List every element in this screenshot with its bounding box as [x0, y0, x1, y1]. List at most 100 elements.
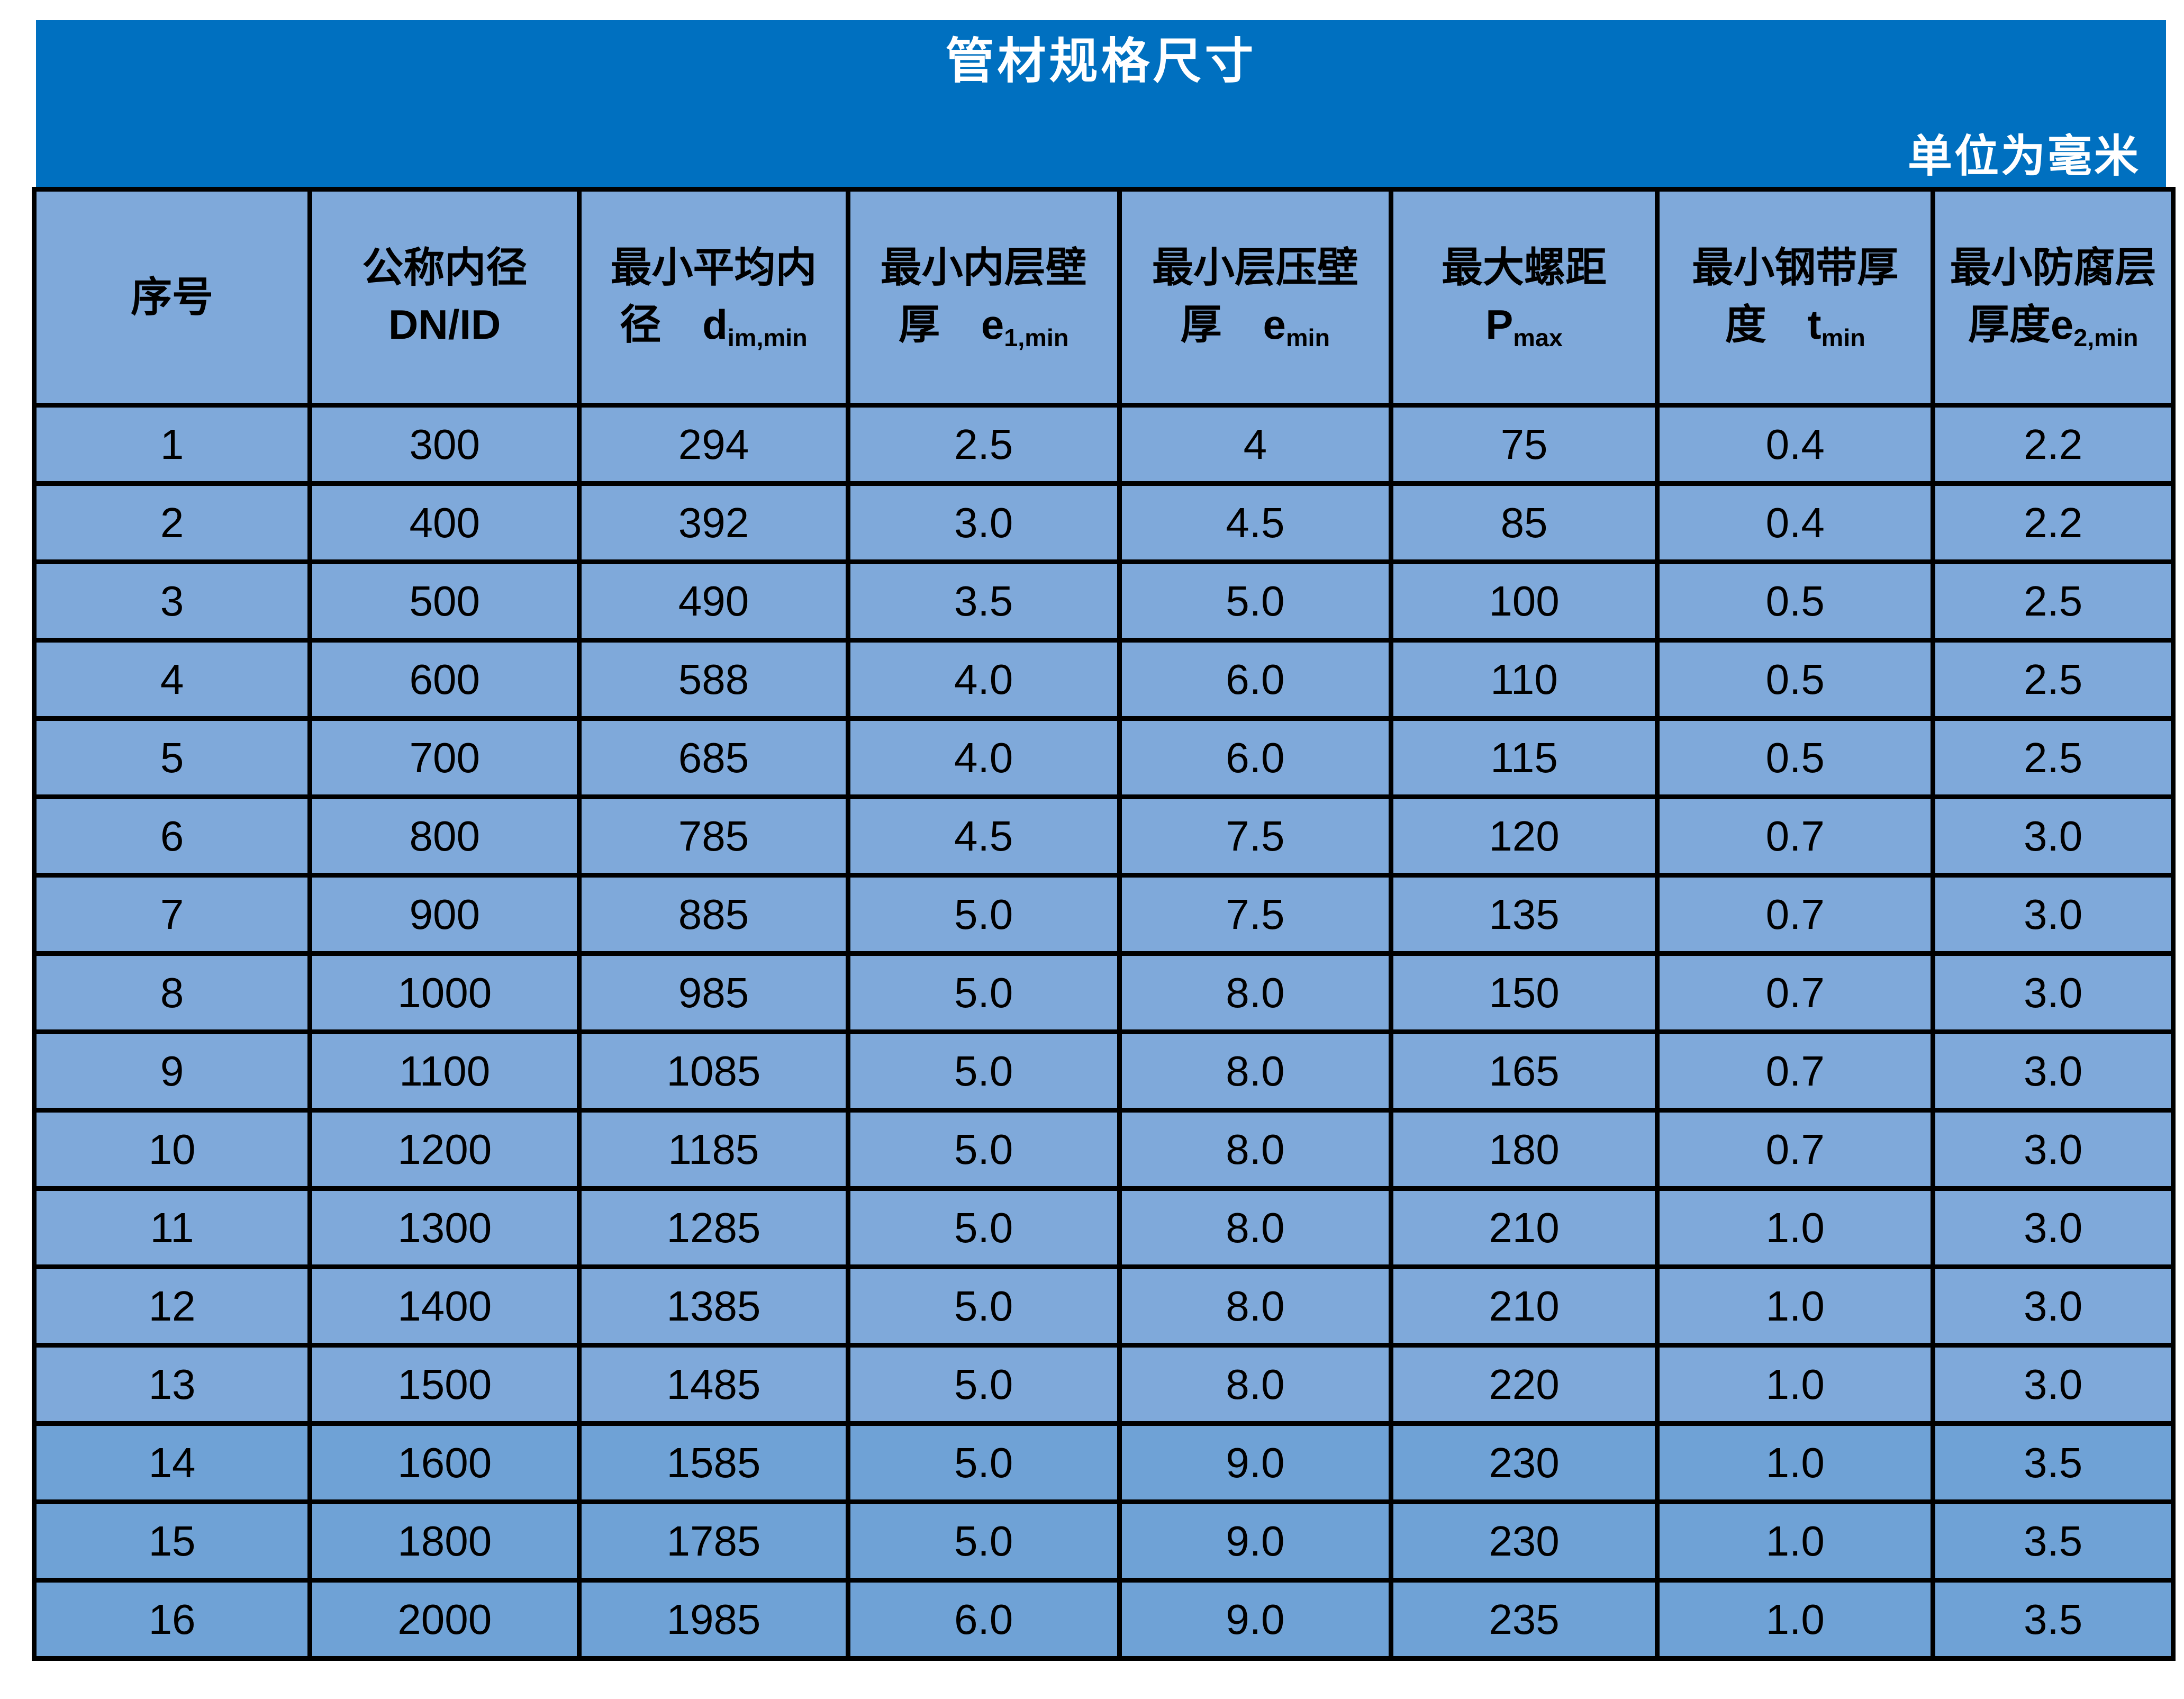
cell-r7-c1: 900 — [307, 873, 582, 956]
header-cell-e2-min: 最小防腐层 厚度e2,min — [1931, 187, 2176, 408]
title-bar: 管材规格尺寸 单位为毫米 — [36, 20, 2166, 188]
cell-r12-c2: 1385 — [577, 1264, 850, 1348]
cell-r4-c3: 4.0 — [845, 638, 1122, 721]
cell-r5-c0: 5 — [31, 716, 313, 799]
header-row: 序号 公称内径 DN/ID 最小平均内 径 dim,min 最小内层壁 厚 e1… — [31, 187, 2176, 408]
cell-r16-c5: 235 — [1388, 1578, 1660, 1661]
cell-r4-c1: 600 — [307, 638, 582, 721]
table-row: 8 1000 985 5.0 8.0 150 0.7 3.0 — [31, 951, 2176, 1034]
cell-r15-c3: 5.0 — [845, 1499, 1122, 1583]
header-label: 公称内径 — [362, 244, 528, 291]
cell-r3-c4: 5.0 — [1117, 559, 1393, 643]
cell-r14-c7: 3.5 — [1931, 1421, 2176, 1504]
cell-r15-c0: 15 — [31, 1499, 313, 1583]
table-body: 1 300 294 2.5 4 75 0.4 2.2 2 400 392 3.0 4.5 85 0.4 2.2… — [31, 403, 2176, 1661]
cell-r1-c1: 300 — [307, 403, 582, 486]
cell-r11-c7: 3.0 — [1931, 1186, 2176, 1269]
cell-r4-c5: 110 — [1388, 638, 1660, 721]
cell-r10-c4: 8.0 — [1117, 1108, 1393, 1191]
cell-r5-c1: 700 — [307, 716, 582, 799]
cell-r11-c3: 5.0 — [845, 1186, 1122, 1269]
cell-r16-c1: 2000 — [307, 1578, 582, 1661]
cell-r15-c7: 3.5 — [1931, 1499, 2176, 1583]
cell-r5-c3: 4.0 — [845, 716, 1122, 799]
header-label: 最小层压壁 — [1152, 244, 1358, 291]
header-cell-index: 序号 — [31, 187, 313, 408]
cell-r2-c7: 2.2 — [1931, 481, 2176, 564]
table-row: 14 1600 1585 5.0 9.0 230 1.0 3.5 — [31, 1421, 2176, 1504]
cell-r16-c2: 1985 — [577, 1578, 850, 1661]
cell-r6-c4: 7.5 — [1117, 794, 1393, 878]
cell-r12-c3: 5.0 — [845, 1264, 1122, 1348]
cell-r15-c1: 1800 — [307, 1499, 582, 1583]
cell-r12-c4: 8.0 — [1117, 1264, 1393, 1348]
cell-r14-c5: 230 — [1388, 1421, 1660, 1504]
cell-r2-c4: 4.5 — [1117, 481, 1393, 564]
cell-r10-c2: 1185 — [577, 1108, 850, 1191]
cell-r16-c6: 1.0 — [1655, 1578, 1936, 1661]
cell-r1-c0: 1 — [31, 403, 313, 486]
cell-r10-c6: 0.7 — [1655, 1108, 1936, 1191]
cell-r9-c1: 1100 — [307, 1029, 582, 1113]
cell-r2-c2: 392 — [577, 481, 850, 564]
cell-r2-c0: 2 — [31, 481, 313, 564]
header-label: 最小内层壁 — [880, 244, 1087, 291]
cell-r13-c5: 220 — [1388, 1343, 1660, 1426]
cell-r11-c4: 8.0 — [1117, 1186, 1393, 1269]
cell-r11-c1: 1300 — [307, 1186, 582, 1269]
header-label: 最小钢带厚 — [1692, 244, 1899, 291]
cell-r10-c0: 10 — [31, 1108, 313, 1191]
cell-r16-c7: 3.5 — [1931, 1578, 2176, 1661]
cell-r3-c6: 0.5 — [1655, 559, 1936, 643]
cell-r12-c7: 3.0 — [1931, 1264, 2176, 1348]
cell-r13-c3: 5.0 — [845, 1343, 1122, 1426]
cell-r9-c6: 0.7 — [1655, 1029, 1936, 1113]
cell-r9-c5: 165 — [1388, 1029, 1660, 1113]
table-row: 4 600 588 4.0 6.0 110 0.5 2.5 — [31, 638, 2176, 721]
cell-r3-c3: 3.5 — [845, 559, 1122, 643]
cell-r8-c7: 3.0 — [1931, 951, 2176, 1034]
header-cell-d-im-min: 最小平均内 径 dim,min — [577, 187, 850, 408]
cell-r7-c7: 3.0 — [1931, 873, 2176, 956]
cell-r11-c0: 11 — [31, 1186, 313, 1269]
cell-r8-c4: 8.0 — [1117, 951, 1393, 1034]
cell-r7-c5: 135 — [1388, 873, 1660, 956]
cell-r14-c3: 5.0 — [845, 1421, 1122, 1504]
cell-r16-c4: 9.0 — [1117, 1578, 1393, 1661]
cell-r16-c0: 16 — [31, 1578, 313, 1661]
header-cell-t-min: 最小钢带厚 度 tmin — [1655, 187, 1936, 408]
cell-r2-c5: 85 — [1388, 481, 1660, 564]
table-row: 5 700 685 4.0 6.0 115 0.5 2.5 — [31, 716, 2176, 799]
cell-r12-c1: 1400 — [307, 1264, 582, 1348]
cell-r15-c4: 9.0 — [1117, 1499, 1393, 1583]
cell-r7-c0: 7 — [31, 873, 313, 956]
table-row: 16 2000 1985 6.0 9.0 235 1.0 3.5 — [31, 1578, 2176, 1661]
cell-r14-c0: 14 — [31, 1421, 313, 1504]
cell-r8-c1: 1000 — [307, 951, 582, 1034]
cell-r4-c6: 0.5 — [1655, 638, 1936, 721]
cell-r9-c7: 3.0 — [1931, 1029, 2176, 1113]
header-label: 序号 — [131, 273, 214, 320]
cell-r6-c0: 6 — [31, 794, 313, 878]
cell-r3-c0: 3 — [31, 559, 313, 643]
cell-r6-c7: 3.0 — [1931, 794, 2176, 878]
cell-r6-c5: 120 — [1388, 794, 1660, 878]
cell-r10-c1: 1200 — [307, 1108, 582, 1191]
cell-r5-c5: 115 — [1388, 716, 1660, 799]
cell-r14-c2: 1585 — [577, 1421, 850, 1504]
cell-r16-c3: 6.0 — [845, 1578, 1122, 1661]
cell-r8-c2: 985 — [577, 951, 850, 1034]
header-label: 最小防腐层 — [1950, 244, 2156, 291]
cell-r9-c2: 1085 — [577, 1029, 850, 1113]
cell-r9-c4: 8.0 — [1117, 1029, 1393, 1113]
cell-r13-c4: 8.0 — [1117, 1343, 1393, 1426]
cell-r8-c0: 8 — [31, 951, 313, 1034]
cell-r7-c2: 885 — [577, 873, 850, 956]
cell-r12-c0: 12 — [31, 1264, 313, 1348]
cell-r7-c3: 5.0 — [845, 873, 1122, 956]
cell-r2-c6: 0.4 — [1655, 481, 1936, 564]
cell-r12-c6: 1.0 — [1655, 1264, 1936, 1348]
cell-r10-c7: 3.0 — [1931, 1108, 2176, 1191]
cell-r15-c2: 1785 — [577, 1499, 850, 1583]
